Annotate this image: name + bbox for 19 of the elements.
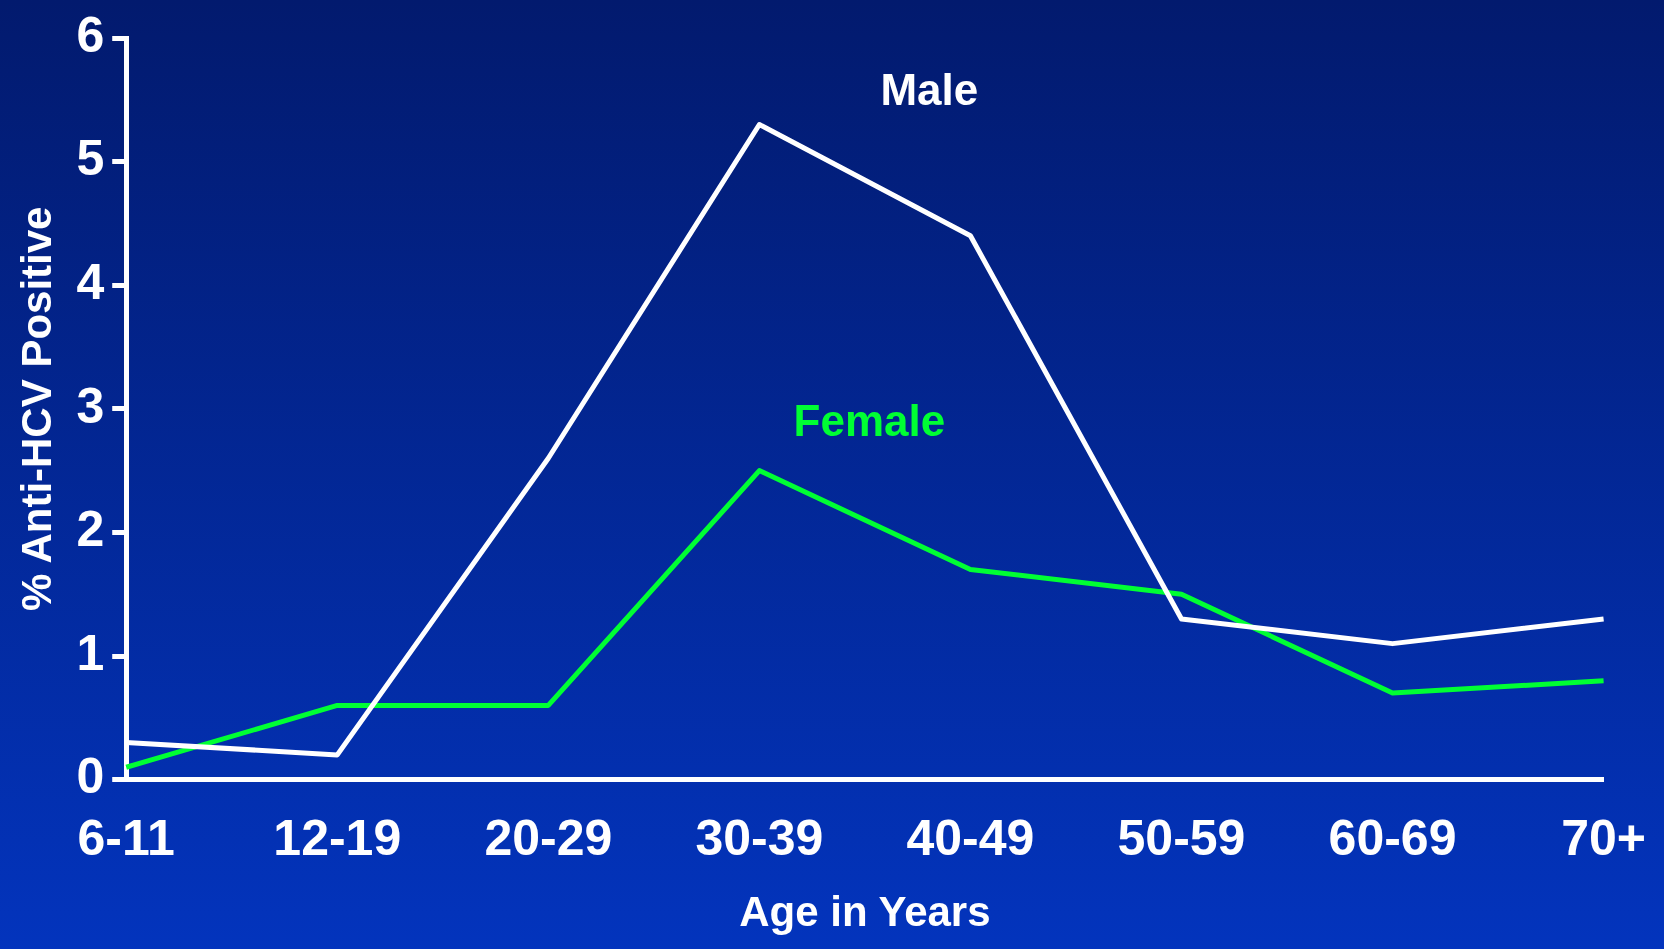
x-tick-label: 70+ — [1561, 810, 1647, 867]
x-tick-label: 20-29 — [484, 810, 613, 867]
y-tick-label: 2 — [76, 501, 105, 558]
x-axis-title: Age in Years — [739, 888, 991, 936]
x-tick-label: 60-69 — [1328, 810, 1457, 867]
x-tick-label: 6-11 — [77, 810, 175, 867]
y-tick-label: 0 — [76, 748, 105, 805]
y-tick-label: 4 — [76, 253, 105, 310]
x-tick-label: 40-49 — [906, 810, 1035, 867]
series-label: Female — [793, 395, 946, 445]
x-tick-label: 30-39 — [695, 810, 824, 867]
y-axis-title: % Anti-HCV Positive — [12, 206, 60, 612]
y-tick-label: 1 — [76, 624, 105, 681]
x-tick-label: 50-59 — [1117, 810, 1246, 867]
x-tick-label: 12-19 — [273, 810, 402, 867]
y-tick-label: 6 — [76, 6, 105, 63]
series-label: Male — [880, 64, 979, 114]
y-tick-label: 3 — [76, 377, 105, 434]
y-tick-label: 5 — [76, 130, 105, 187]
